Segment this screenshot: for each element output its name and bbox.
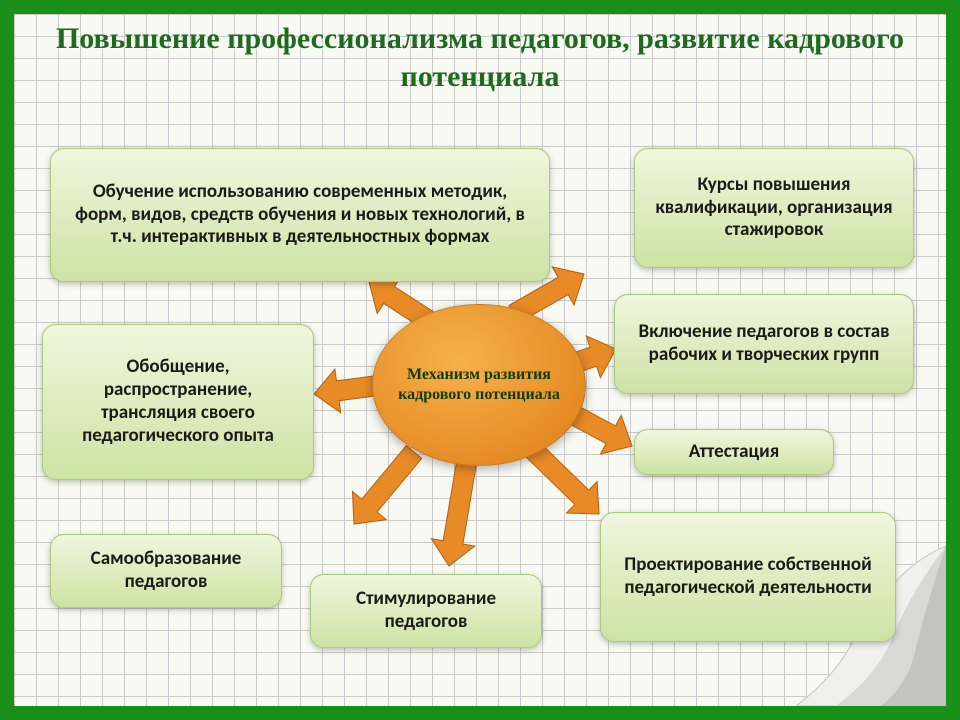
box-attest: Аттестация — [634, 429, 834, 475]
box-stim: Стимулирование педагогов — [310, 574, 542, 648]
box-experience-text: Обобщение, распространение, трансляция с… — [57, 356, 299, 447]
box-experience: Обобщение, распространение, трансляция с… — [42, 324, 314, 480]
slide-title: Повышение профессионализма педагогов, ра… — [54, 20, 906, 95]
center-hub: Механизм развития кадрового потенциала — [372, 304, 586, 466]
center-hub-text: Механизм развития кадрового потенциала — [383, 365, 575, 405]
box-include: Включение педагогов в состав рабочих и т… — [614, 294, 914, 394]
arrow — [431, 458, 477, 566]
box-training: Обучение использованию современных метод… — [50, 148, 550, 282]
arrow — [352, 446, 421, 524]
box-selfedu: Самообразование педагогов — [50, 534, 282, 608]
box-design-text: Проектирование собственной педагогическо… — [615, 554, 881, 600]
box-selfedu-text: Самообразование педагогов — [65, 548, 267, 594]
box-stim-text: Стимулирование педагогов — [325, 588, 527, 634]
outer-frame: Повышение профессионализма педагогов, ра… — [0, 0, 960, 720]
box-include-text: Включение педагогов в состав рабочих и т… — [629, 321, 899, 367]
box-courses-text: Курсы повышения квалификации, организаци… — [649, 174, 899, 242]
box-design: Проектирование собственной педагогическо… — [600, 512, 896, 642]
box-attest-text: Аттестация — [689, 441, 779, 464]
box-training-text: Обучение использованию современных метод… — [65, 181, 535, 249]
box-courses: Курсы повышения квалификации, организаци… — [634, 148, 914, 268]
grid-canvas: Повышение профессионализма педагогов, ра… — [14, 14, 946, 706]
